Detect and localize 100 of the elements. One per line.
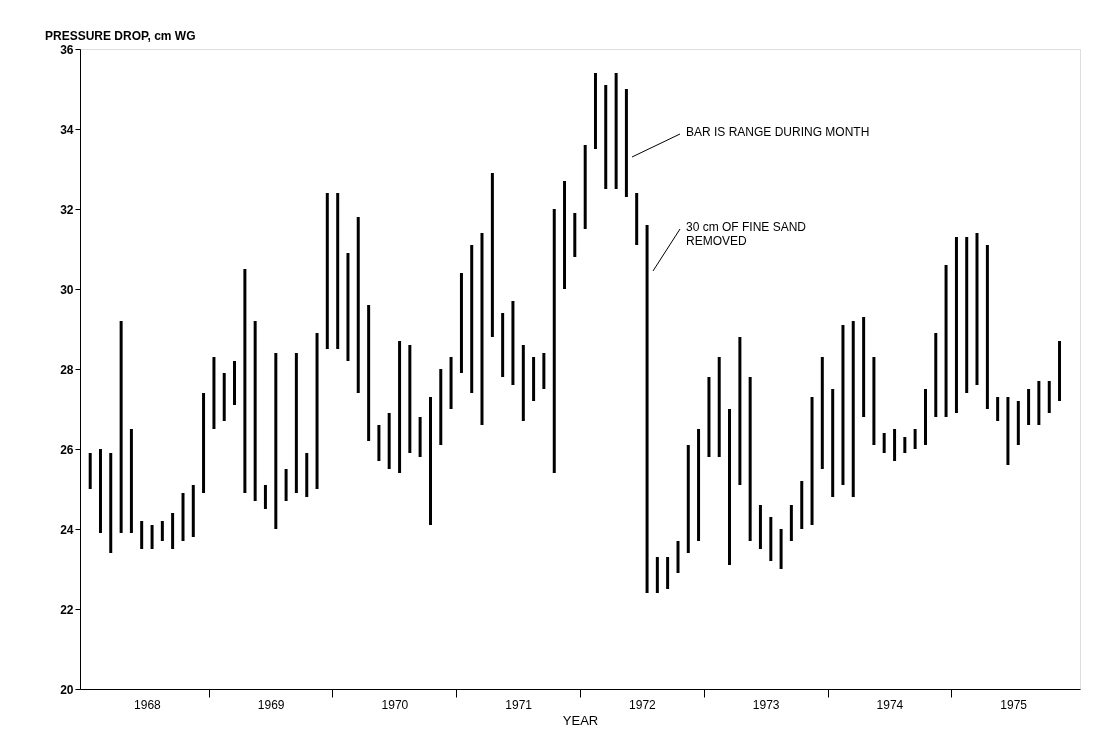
x-tick-label: 1969 (257, 697, 285, 712)
bar (202, 393, 206, 493)
bar (336, 193, 340, 349)
bar (160, 521, 164, 541)
bar (171, 513, 175, 549)
bar (727, 409, 731, 565)
bar (944, 265, 948, 417)
bar (717, 357, 721, 457)
bar (501, 313, 505, 377)
y-tick-label: 20 (60, 682, 74, 697)
bar (810, 397, 814, 525)
bar (449, 357, 453, 409)
bar (738, 337, 742, 485)
bar (604, 85, 608, 189)
bar (954, 237, 958, 413)
bar (800, 481, 804, 529)
bar (511, 301, 515, 385)
bar (284, 469, 288, 501)
bar (965, 237, 969, 393)
bar (1027, 389, 1031, 425)
annotation: BAR IS RANGE DURING MONTH (686, 125, 870, 139)
bar (459, 273, 463, 373)
bar (655, 557, 659, 593)
bar (408, 345, 412, 453)
bar (429, 397, 433, 525)
bar (490, 173, 494, 337)
bar (470, 245, 474, 393)
bar (315, 333, 319, 489)
bar (98, 449, 102, 533)
bar (191, 485, 195, 537)
bar (150, 525, 154, 549)
bar (305, 453, 309, 497)
bar (356, 217, 360, 393)
y-tick-label: 32 (60, 202, 74, 217)
bar (913, 429, 917, 449)
bar (985, 245, 989, 409)
bar (996, 397, 1000, 421)
bar (934, 333, 938, 417)
bar (707, 377, 711, 457)
bar (274, 353, 278, 529)
bar (583, 145, 587, 229)
bar (893, 429, 897, 461)
bar (686, 445, 690, 553)
bar (263, 485, 267, 509)
bar (779, 529, 783, 569)
bar (769, 517, 773, 561)
bar (88, 453, 92, 489)
bar (129, 429, 133, 533)
bar (232, 361, 236, 405)
bar (212, 357, 216, 429)
bar (346, 253, 350, 361)
bar (862, 317, 866, 417)
bar (377, 425, 381, 461)
x-tick-label: 1968 (134, 697, 162, 712)
bar (1047, 381, 1051, 413)
bar (676, 541, 680, 573)
bar (748, 377, 752, 541)
bar (1006, 397, 1010, 465)
bar (181, 493, 185, 541)
bar (552, 209, 556, 473)
bar (697, 429, 701, 541)
bar (851, 321, 855, 497)
bar (614, 73, 618, 189)
bar (542, 353, 546, 389)
bar (573, 213, 577, 257)
bar (903, 437, 907, 453)
bar (841, 325, 845, 485)
bar (480, 233, 484, 425)
y-tick-label: 30 (60, 282, 74, 297)
bar (418, 417, 422, 457)
bar (872, 357, 876, 445)
bar (645, 225, 649, 593)
y-axis-title: PRESSURE DROP, cm WG (45, 29, 196, 43)
y-tick-label: 26 (60, 442, 74, 457)
y-tick-label: 22 (60, 602, 74, 617)
bar (387, 413, 391, 469)
bar (367, 305, 371, 441)
bar (109, 453, 113, 553)
x-tick-label: 1970 (381, 697, 409, 712)
bar (563, 181, 567, 289)
bar (243, 269, 247, 493)
bar (532, 357, 536, 401)
bar (624, 89, 628, 197)
x-tick-label: 1975 (1000, 697, 1028, 712)
y-tick-label: 28 (60, 362, 74, 377)
x-tick-label: 1974 (876, 697, 904, 712)
x-tick-label: 1971 (505, 697, 533, 712)
bar (635, 193, 639, 245)
bar (789, 505, 793, 541)
bar (593, 73, 597, 149)
bar (439, 369, 443, 445)
bar (253, 321, 257, 501)
y-tick-label: 36 (60, 42, 74, 57)
bar (1037, 381, 1041, 425)
bar (975, 233, 979, 385)
bar (325, 193, 329, 349)
bar (398, 341, 402, 473)
bar (820, 357, 824, 469)
bar (1016, 401, 1020, 445)
bar (1058, 341, 1062, 401)
